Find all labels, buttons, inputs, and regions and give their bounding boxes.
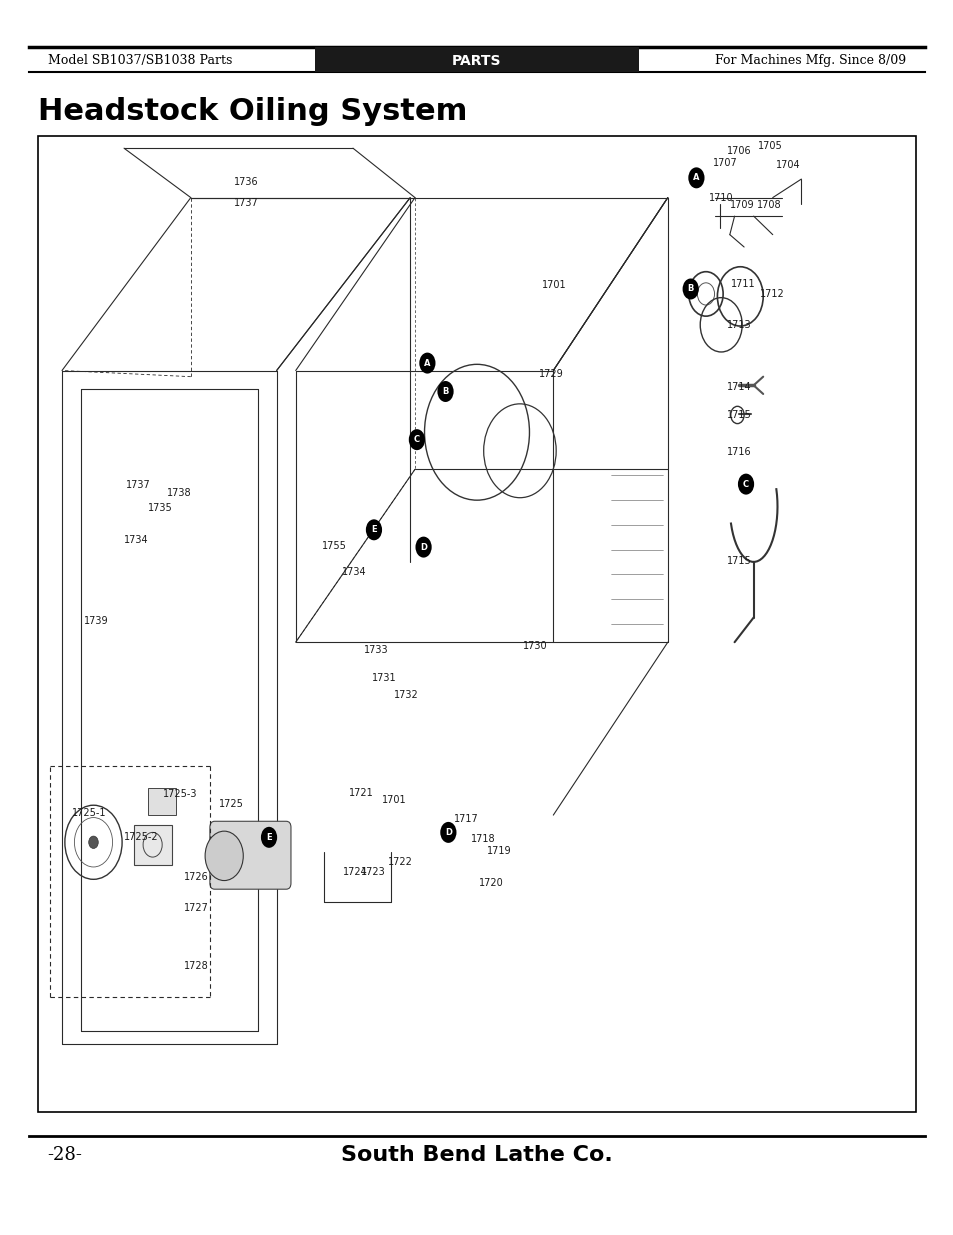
Text: 1719: 1719 [486,846,511,856]
Text: Model SB1037/SB1038 Parts: Model SB1037/SB1038 Parts [48,54,232,67]
Text: E: E [266,832,272,842]
Text: C: C [742,479,748,489]
Text: 1739: 1739 [84,616,109,626]
Text: 1737: 1737 [233,198,258,207]
Text: 1732: 1732 [394,690,418,700]
Text: PARTS: PARTS [452,53,501,68]
Text: 1725-2: 1725-2 [124,832,158,842]
Circle shape [439,823,456,842]
Text: 1722: 1722 [388,857,413,867]
Text: B: B [442,387,448,396]
Text: A: A [424,358,430,368]
Text: 1723: 1723 [360,867,385,877]
Text: C: C [414,435,419,445]
Circle shape [737,474,753,494]
Bar [148,788,176,815]
Text: 1709: 1709 [729,200,754,210]
Text: 1755: 1755 [321,541,346,551]
Text: 1710: 1710 [708,193,733,203]
Text: 1705: 1705 [757,141,781,151]
Text: 1727: 1727 [184,903,209,913]
Circle shape [261,827,276,847]
Text: 1715: 1715 [726,556,751,566]
Text: D: D [419,542,427,552]
Text: 1701: 1701 [381,795,406,805]
Circle shape [418,353,435,373]
Text: 1728: 1728 [184,961,209,971]
Text: 1706: 1706 [726,146,751,156]
Circle shape [687,168,703,188]
Text: -28-: -28- [48,1146,83,1163]
Circle shape [366,520,381,541]
Circle shape [408,430,424,450]
Text: 1712: 1712 [760,289,784,299]
Text: A: A [693,173,699,183]
Text: 1731: 1731 [372,673,396,683]
Text: For Machines Mfg. Since 8/09: For Machines Mfg. Since 8/09 [715,54,905,67]
Text: 1707: 1707 [712,158,737,168]
Text: 1714: 1714 [726,382,751,391]
Text: 1730: 1730 [522,641,547,651]
Text: 1729: 1729 [538,369,563,379]
Text: 1704: 1704 [775,161,800,170]
Text: 1734: 1734 [124,535,149,545]
Text: 1701: 1701 [541,280,566,290]
Text: D: D [444,827,452,837]
Circle shape [436,380,454,401]
Text: 1734: 1734 [341,567,366,577]
Text: 1736: 1736 [233,177,258,186]
Text: 1725-3: 1725-3 [163,789,197,799]
Text: 1713: 1713 [726,320,751,330]
Text: 1715: 1715 [726,410,751,420]
Text: 1724: 1724 [343,867,368,877]
Text: 1716: 1716 [726,447,751,457]
Text: Headstock Oiling System: Headstock Oiling System [38,96,467,126]
Text: South Bend Lathe Co.: South Bend Lathe Co. [341,1145,612,1165]
Bar [38,136,915,1112]
Text: 1725-1: 1725-1 [71,808,106,818]
Bar [133,825,172,864]
Text: B: B [687,284,693,294]
Text: 1726: 1726 [184,872,209,882]
Circle shape [205,831,243,881]
Text: 1725: 1725 [219,799,244,809]
Text: 1717: 1717 [454,814,478,824]
Text: 1721: 1721 [349,788,374,798]
Text: E: E [371,525,376,535]
Text: 1720: 1720 [478,878,503,888]
Text: 1735: 1735 [148,503,172,513]
Text: 1708: 1708 [756,200,781,210]
Circle shape [89,836,98,848]
FancyBboxPatch shape [210,821,291,889]
Text: 1737: 1737 [126,480,151,490]
Text: 1718: 1718 [471,834,496,844]
Text: 1711: 1711 [730,279,755,289]
Text: 1733: 1733 [364,645,389,655]
FancyBboxPatch shape [314,47,639,72]
Text: 1738: 1738 [167,488,192,498]
Circle shape [681,279,698,300]
Circle shape [416,536,431,557]
